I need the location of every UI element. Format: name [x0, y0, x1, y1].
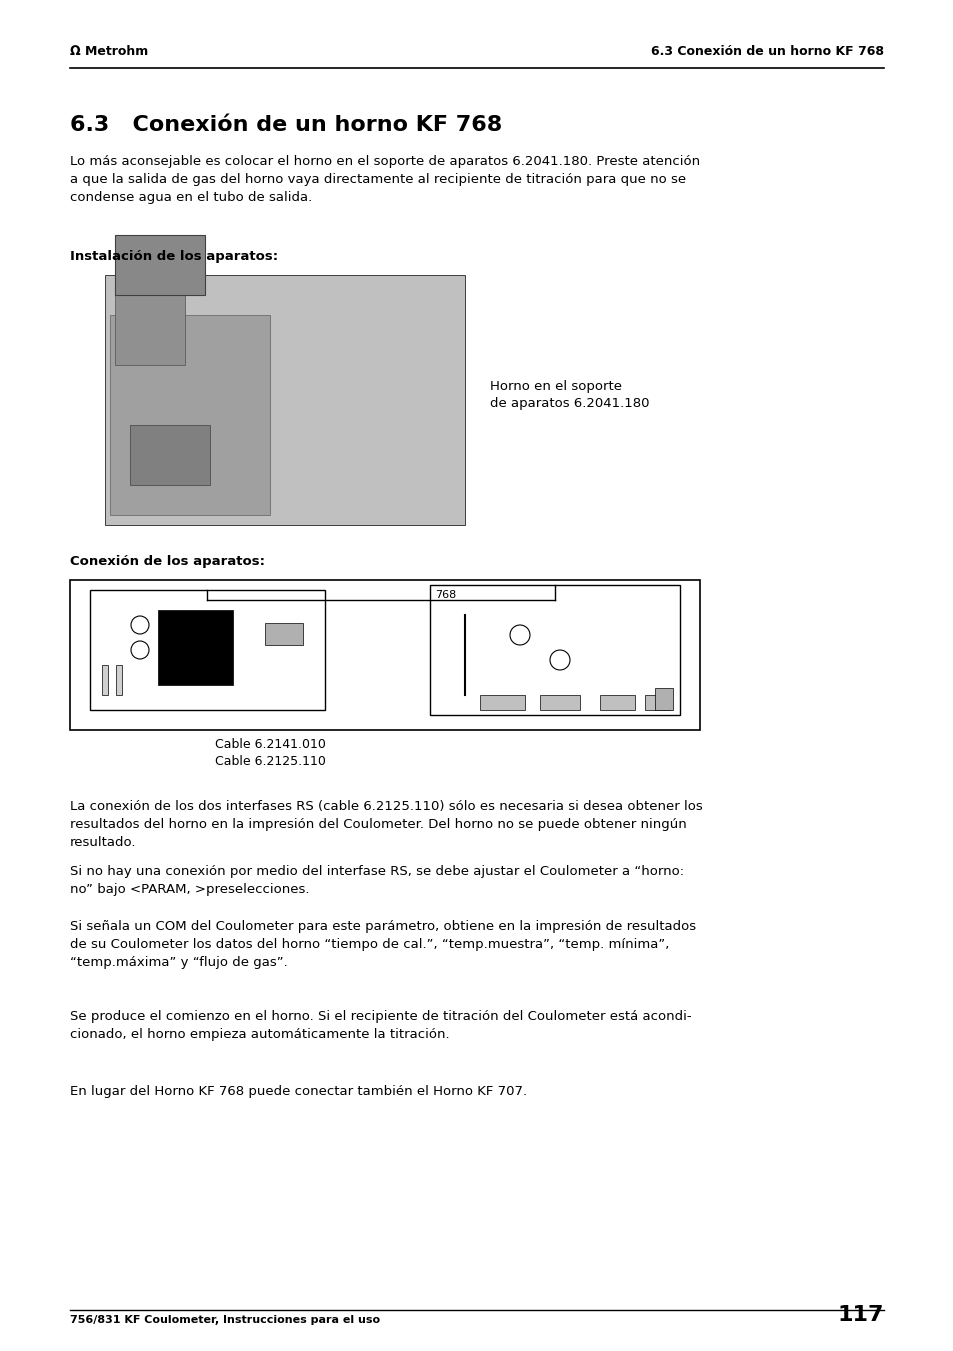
- Circle shape: [131, 640, 149, 659]
- Text: 768: 768: [435, 590, 456, 600]
- Text: En lugar del Horno KF 768 puede conectar también el Horno KF 707.: En lugar del Horno KF 768 puede conectar…: [70, 1085, 527, 1098]
- FancyBboxPatch shape: [105, 276, 464, 526]
- Bar: [130, 426, 210, 485]
- Bar: [158, 611, 233, 685]
- Bar: [539, 694, 579, 711]
- Text: 756/831 KF Coulometer, Instrucciones para el uso: 756/831 KF Coulometer, Instrucciones par…: [70, 1315, 379, 1325]
- Bar: [599, 694, 635, 711]
- Text: Ω Metrohm: Ω Metrohm: [70, 45, 148, 58]
- Bar: [644, 694, 669, 711]
- Text: 6.3 Conexión de un horno KF 768: 6.3 Conexión de un horno KF 768: [650, 45, 883, 58]
- Text: Instalación de los aparatos:: Instalación de los aparatos:: [70, 250, 278, 263]
- Text: Se produce el comienzo en el horno. Si el recipiente de titración del Coulometer: Se produce el comienzo en el horno. Si e…: [70, 1011, 691, 1042]
- Text: La conexión de los dos interfases RS (cable 6.2125.110) sólo es necesaria si des: La conexión de los dos interfases RS (ca…: [70, 800, 702, 848]
- Bar: [102, 665, 108, 694]
- Bar: [110, 315, 270, 515]
- Text: Horno en el soporte
de aparatos 6.2041.180: Horno en el soporte de aparatos 6.2041.1…: [490, 380, 649, 409]
- Text: 117: 117: [837, 1305, 883, 1325]
- Text: Lo más aconsejable es colocar el horno en el soporte de aparatos 6.2041.180. Pre: Lo más aconsejable es colocar el horno e…: [70, 155, 700, 204]
- Bar: [116, 665, 122, 694]
- Bar: [70, 580, 700, 730]
- Bar: [115, 265, 185, 365]
- Bar: [430, 585, 679, 715]
- Text: Si señala un COM del Coulometer para este parámetro, obtiene en la impresión de : Si señala un COM del Coulometer para est…: [70, 920, 696, 969]
- Circle shape: [550, 650, 569, 670]
- Bar: [479, 694, 524, 711]
- Text: Si no hay una conexión por medio del interfase RS, se debe ajustar el Coulometer: Si no hay una conexión por medio del int…: [70, 865, 683, 896]
- Text: Cable 6.2125.110: Cable 6.2125.110: [214, 755, 325, 767]
- Bar: [265, 623, 303, 644]
- Text: 6.3   Conexión de un horno KF 768: 6.3 Conexión de un horno KF 768: [70, 115, 501, 135]
- Bar: [90, 590, 325, 711]
- Circle shape: [510, 626, 530, 644]
- Text: Conexión de los aparatos:: Conexión de los aparatos:: [70, 555, 265, 567]
- Text: Cable 6.2141.010: Cable 6.2141.010: [214, 738, 325, 751]
- Bar: [115, 235, 205, 295]
- Bar: [655, 688, 672, 711]
- Circle shape: [131, 616, 149, 634]
